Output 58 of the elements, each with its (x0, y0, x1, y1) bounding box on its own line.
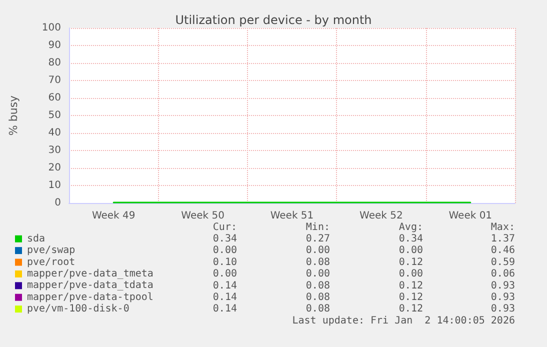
text: 0.46 (490, 245, 515, 256)
y-tick-label: 60 (48, 92, 61, 104)
y-tick-label: 100 (42, 22, 61, 34)
legend-label: mapper/pve-data-tpool (27, 292, 154, 303)
x-tick-label: Week 52 (360, 210, 403, 222)
legend-label: pve/vm-100-disk-0 (27, 304, 130, 315)
text: 1.37 (490, 234, 515, 244)
text: 0.93 (490, 280, 515, 292)
text: 0.93 (490, 292, 515, 303)
text: Last update: Fri Jan 2 14:00:05 2026 (292, 315, 515, 326)
text: Min: (306, 222, 330, 233)
y-tick-label: 40 (48, 128, 61, 138)
y-tick-label: 50 (48, 110, 61, 121)
text: 0.08 (306, 280, 330, 292)
text: 0.34 (398, 234, 423, 244)
text: 0.34 (212, 234, 237, 244)
legend-label: mapper/pve-data_tdata (27, 280, 154, 292)
text: 0.14 (212, 280, 237, 292)
text: Max: (490, 222, 515, 233)
x-tick-label: Week 49 (92, 210, 136, 222)
text: 0.93 (490, 304, 515, 315)
text: 0.06 (490, 268, 515, 280)
legend-label: sda (27, 233, 46, 244)
text: 0.00 (212, 268, 237, 280)
text: 0.12 (398, 304, 423, 315)
chart-title: Utilization per device - by month (175, 13, 372, 27)
y-tick-label: 30 (48, 145, 61, 156)
text: 0.12 (398, 280, 423, 292)
text: 0.00 (306, 268, 330, 280)
text: 0.10 (212, 256, 237, 268)
text: 0.00 (398, 245, 423, 256)
text: 0.00 (306, 245, 330, 256)
legend-label: pve/swap (27, 245, 76, 256)
text: 0.00 (212, 245, 237, 256)
y-tick-label: 80 (48, 58, 61, 68)
text: 0.27 (306, 234, 330, 244)
x-tick-label: Week 01 (448, 210, 492, 222)
x-tick-label: Week 50 (181, 210, 224, 222)
text: 0.08 (306, 304, 330, 315)
y-axis-title: % busy (7, 94, 20, 136)
text: Avg: (398, 222, 423, 233)
y-tick-label: 70 (48, 75, 61, 86)
legend-label: pve/root (27, 256, 76, 268)
legend-label: mapper/pve-data_tmeta (27, 268, 154, 280)
text: Cur: (212, 222, 237, 233)
text: 0.14 (212, 304, 237, 315)
y-tick-label: 10 (48, 180, 61, 191)
text: 0.59 (490, 256, 515, 268)
text: 0.00 (398, 268, 423, 280)
text: 0.14 (212, 292, 237, 303)
x-tick-label: Week 51 (270, 210, 314, 222)
y-tick-label: 0 (54, 198, 61, 208)
text: 0.12 (398, 292, 423, 303)
y-tick-label: 20 (48, 162, 61, 174)
y-tick-label: 90 (48, 40, 61, 51)
text: 0.12 (398, 256, 423, 268)
text: 0.08 (306, 292, 330, 303)
text: 0.08 (306, 256, 330, 268)
